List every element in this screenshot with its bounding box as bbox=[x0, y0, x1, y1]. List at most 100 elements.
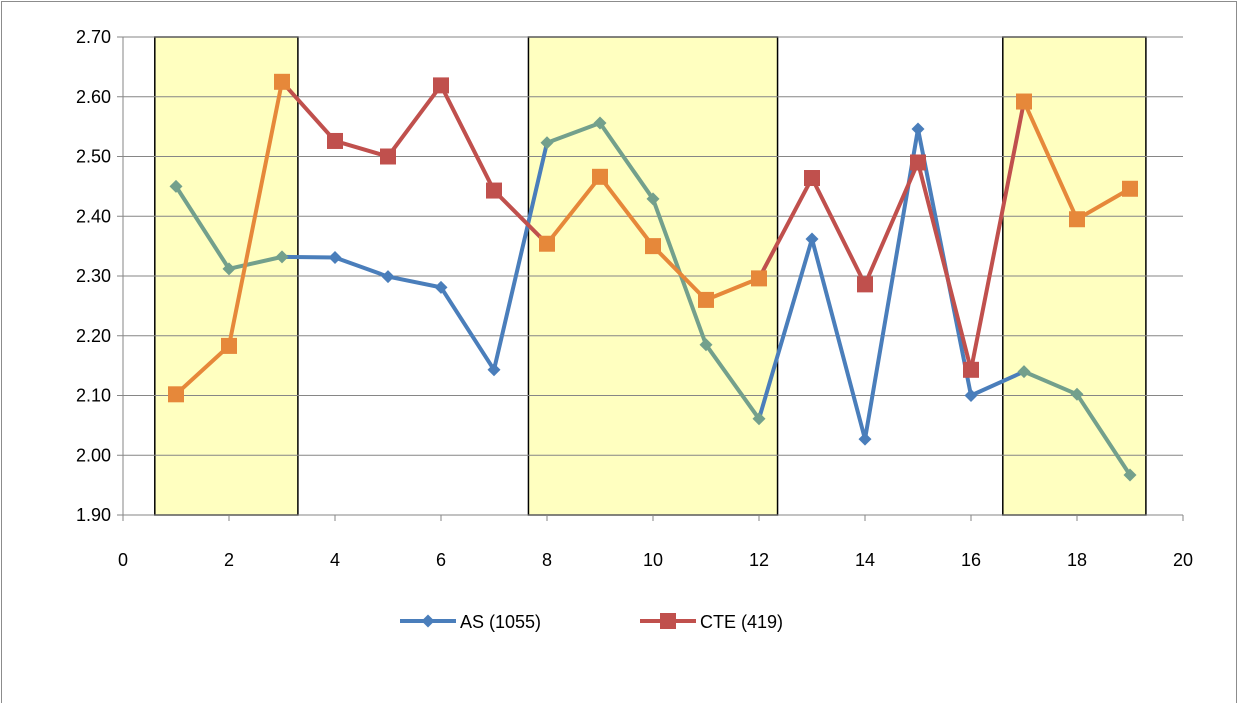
y-tick-label: 2.60 bbox=[76, 87, 111, 107]
series-2-segment bbox=[1022, 99, 1079, 222]
y-tick-label: 2.70 bbox=[76, 27, 111, 47]
series-2-segment bbox=[492, 188, 549, 246]
series-1-point bbox=[911, 122, 925, 136]
x-tick-label: 2 bbox=[224, 550, 234, 570]
series-2-segment bbox=[810, 176, 867, 287]
series-1-point bbox=[964, 389, 978, 402]
series-1-point bbox=[540, 136, 554, 150]
series-2-segment bbox=[439, 83, 496, 193]
legend-label-2: CTE (419) bbox=[700, 612, 783, 632]
y-tick-label: 2.50 bbox=[76, 147, 111, 167]
x-tick-label: 8 bbox=[542, 550, 552, 570]
series-2-segment bbox=[280, 79, 337, 143]
series-1-segment bbox=[810, 236, 867, 442]
series-2-point bbox=[380, 148, 396, 165]
legend-marker-2 bbox=[660, 613, 676, 629]
series-1-point bbox=[858, 432, 872, 446]
x-tick-label: 20 bbox=[1173, 550, 1193, 570]
y-tick-label: 2.20 bbox=[76, 326, 111, 346]
y-tick-label: 2.40 bbox=[76, 206, 111, 226]
series-2-point bbox=[486, 182, 502, 199]
x-tick-label: 0 bbox=[118, 550, 128, 570]
x-tick-label: 14 bbox=[855, 550, 875, 570]
series-2-point bbox=[327, 132, 343, 149]
series-1-point bbox=[1070, 387, 1084, 401]
legend-label-1: AS (1055) bbox=[460, 612, 541, 632]
x-tick-label: 18 bbox=[1067, 550, 1087, 570]
series-1-segment bbox=[704, 342, 761, 421]
series-1-segment bbox=[598, 121, 655, 201]
series-1-segment bbox=[174, 184, 231, 271]
series-lines bbox=[174, 79, 1132, 477]
x-tick-label: 12 bbox=[749, 550, 769, 570]
series-2-segment bbox=[598, 174, 655, 249]
series-1-segment bbox=[227, 254, 284, 271]
series-1-point bbox=[752, 412, 766, 426]
series-1-point bbox=[805, 232, 819, 246]
legend: AS (1055) CTE (419) bbox=[400, 612, 783, 632]
y-tick-label: 2.10 bbox=[76, 386, 111, 406]
series-1-point bbox=[1123, 468, 1137, 482]
series-2-point bbox=[698, 291, 714, 308]
series-1-point bbox=[169, 179, 183, 193]
series-2-segment bbox=[333, 138, 390, 159]
series-2-segment bbox=[386, 83, 443, 159]
series-2-segment bbox=[969, 99, 1026, 372]
legend-marker-1 bbox=[421, 614, 435, 628]
series-2-segment bbox=[863, 160, 920, 287]
series-1-segment bbox=[1022, 369, 1079, 397]
series-2-point bbox=[910, 154, 926, 171]
series-2-point bbox=[804, 170, 820, 187]
series-1-segment bbox=[280, 254, 337, 260]
y-tick-label: 2.00 bbox=[76, 445, 111, 465]
series-1-segment bbox=[545, 121, 602, 145]
series-1-segment bbox=[492, 140, 549, 372]
series-2-point bbox=[274, 73, 290, 90]
series-2-point bbox=[433, 77, 449, 94]
series-1-point bbox=[699, 338, 713, 352]
series-2-point bbox=[645, 238, 661, 255]
series-1-point bbox=[381, 270, 395, 284]
series-1-segment bbox=[439, 285, 496, 372]
series-1-point bbox=[1017, 365, 1031, 379]
series-2-point bbox=[221, 337, 237, 354]
x-tick-label: 16 bbox=[961, 550, 981, 570]
series-1-segment bbox=[969, 369, 1026, 398]
x-tick-label: 4 bbox=[330, 550, 340, 570]
series-2-segment bbox=[651, 244, 708, 302]
series-2-segment bbox=[1075, 186, 1132, 222]
series-2-point bbox=[1069, 211, 1085, 228]
series-1-segment bbox=[333, 255, 390, 279]
x-tick-label: 6 bbox=[436, 550, 446, 570]
series-2-point bbox=[1016, 93, 1032, 110]
series-markers bbox=[168, 73, 1138, 482]
x-tick-label: 10 bbox=[643, 550, 663, 570]
series-2-point bbox=[168, 386, 184, 403]
series-2-segment bbox=[174, 343, 231, 397]
series-2-segment bbox=[545, 174, 602, 246]
series-2-point bbox=[751, 270, 767, 287]
series-1-point bbox=[222, 262, 236, 276]
series-1-point bbox=[434, 280, 448, 294]
series-2-segment bbox=[916, 160, 973, 372]
series-2-point bbox=[592, 168, 608, 185]
series-1-point bbox=[646, 192, 660, 206]
series-1-segment bbox=[1075, 392, 1132, 477]
series-2-segment bbox=[757, 176, 814, 281]
series-2-point bbox=[1122, 180, 1138, 197]
series-2-segment bbox=[227, 79, 284, 348]
series-2-point bbox=[963, 361, 979, 378]
y-tick-label: 2.30 bbox=[76, 266, 111, 286]
axes: 1.90 2.00 2.10 2.20 2.30 2.40 2.50 2.60 2.70 0 2 4 6… bbox=[76, 27, 1193, 570]
series-2-point bbox=[539, 235, 555, 252]
series-1-point bbox=[328, 250, 342, 264]
series-1-point bbox=[593, 116, 607, 130]
series-1-point bbox=[275, 250, 289, 264]
series-2-segment bbox=[704, 276, 761, 302]
series-1-segment bbox=[386, 274, 443, 290]
series-1-segment bbox=[757, 236, 814, 421]
y-tick-label: 1.90 bbox=[76, 505, 111, 525]
series-2-point bbox=[857, 276, 873, 293]
